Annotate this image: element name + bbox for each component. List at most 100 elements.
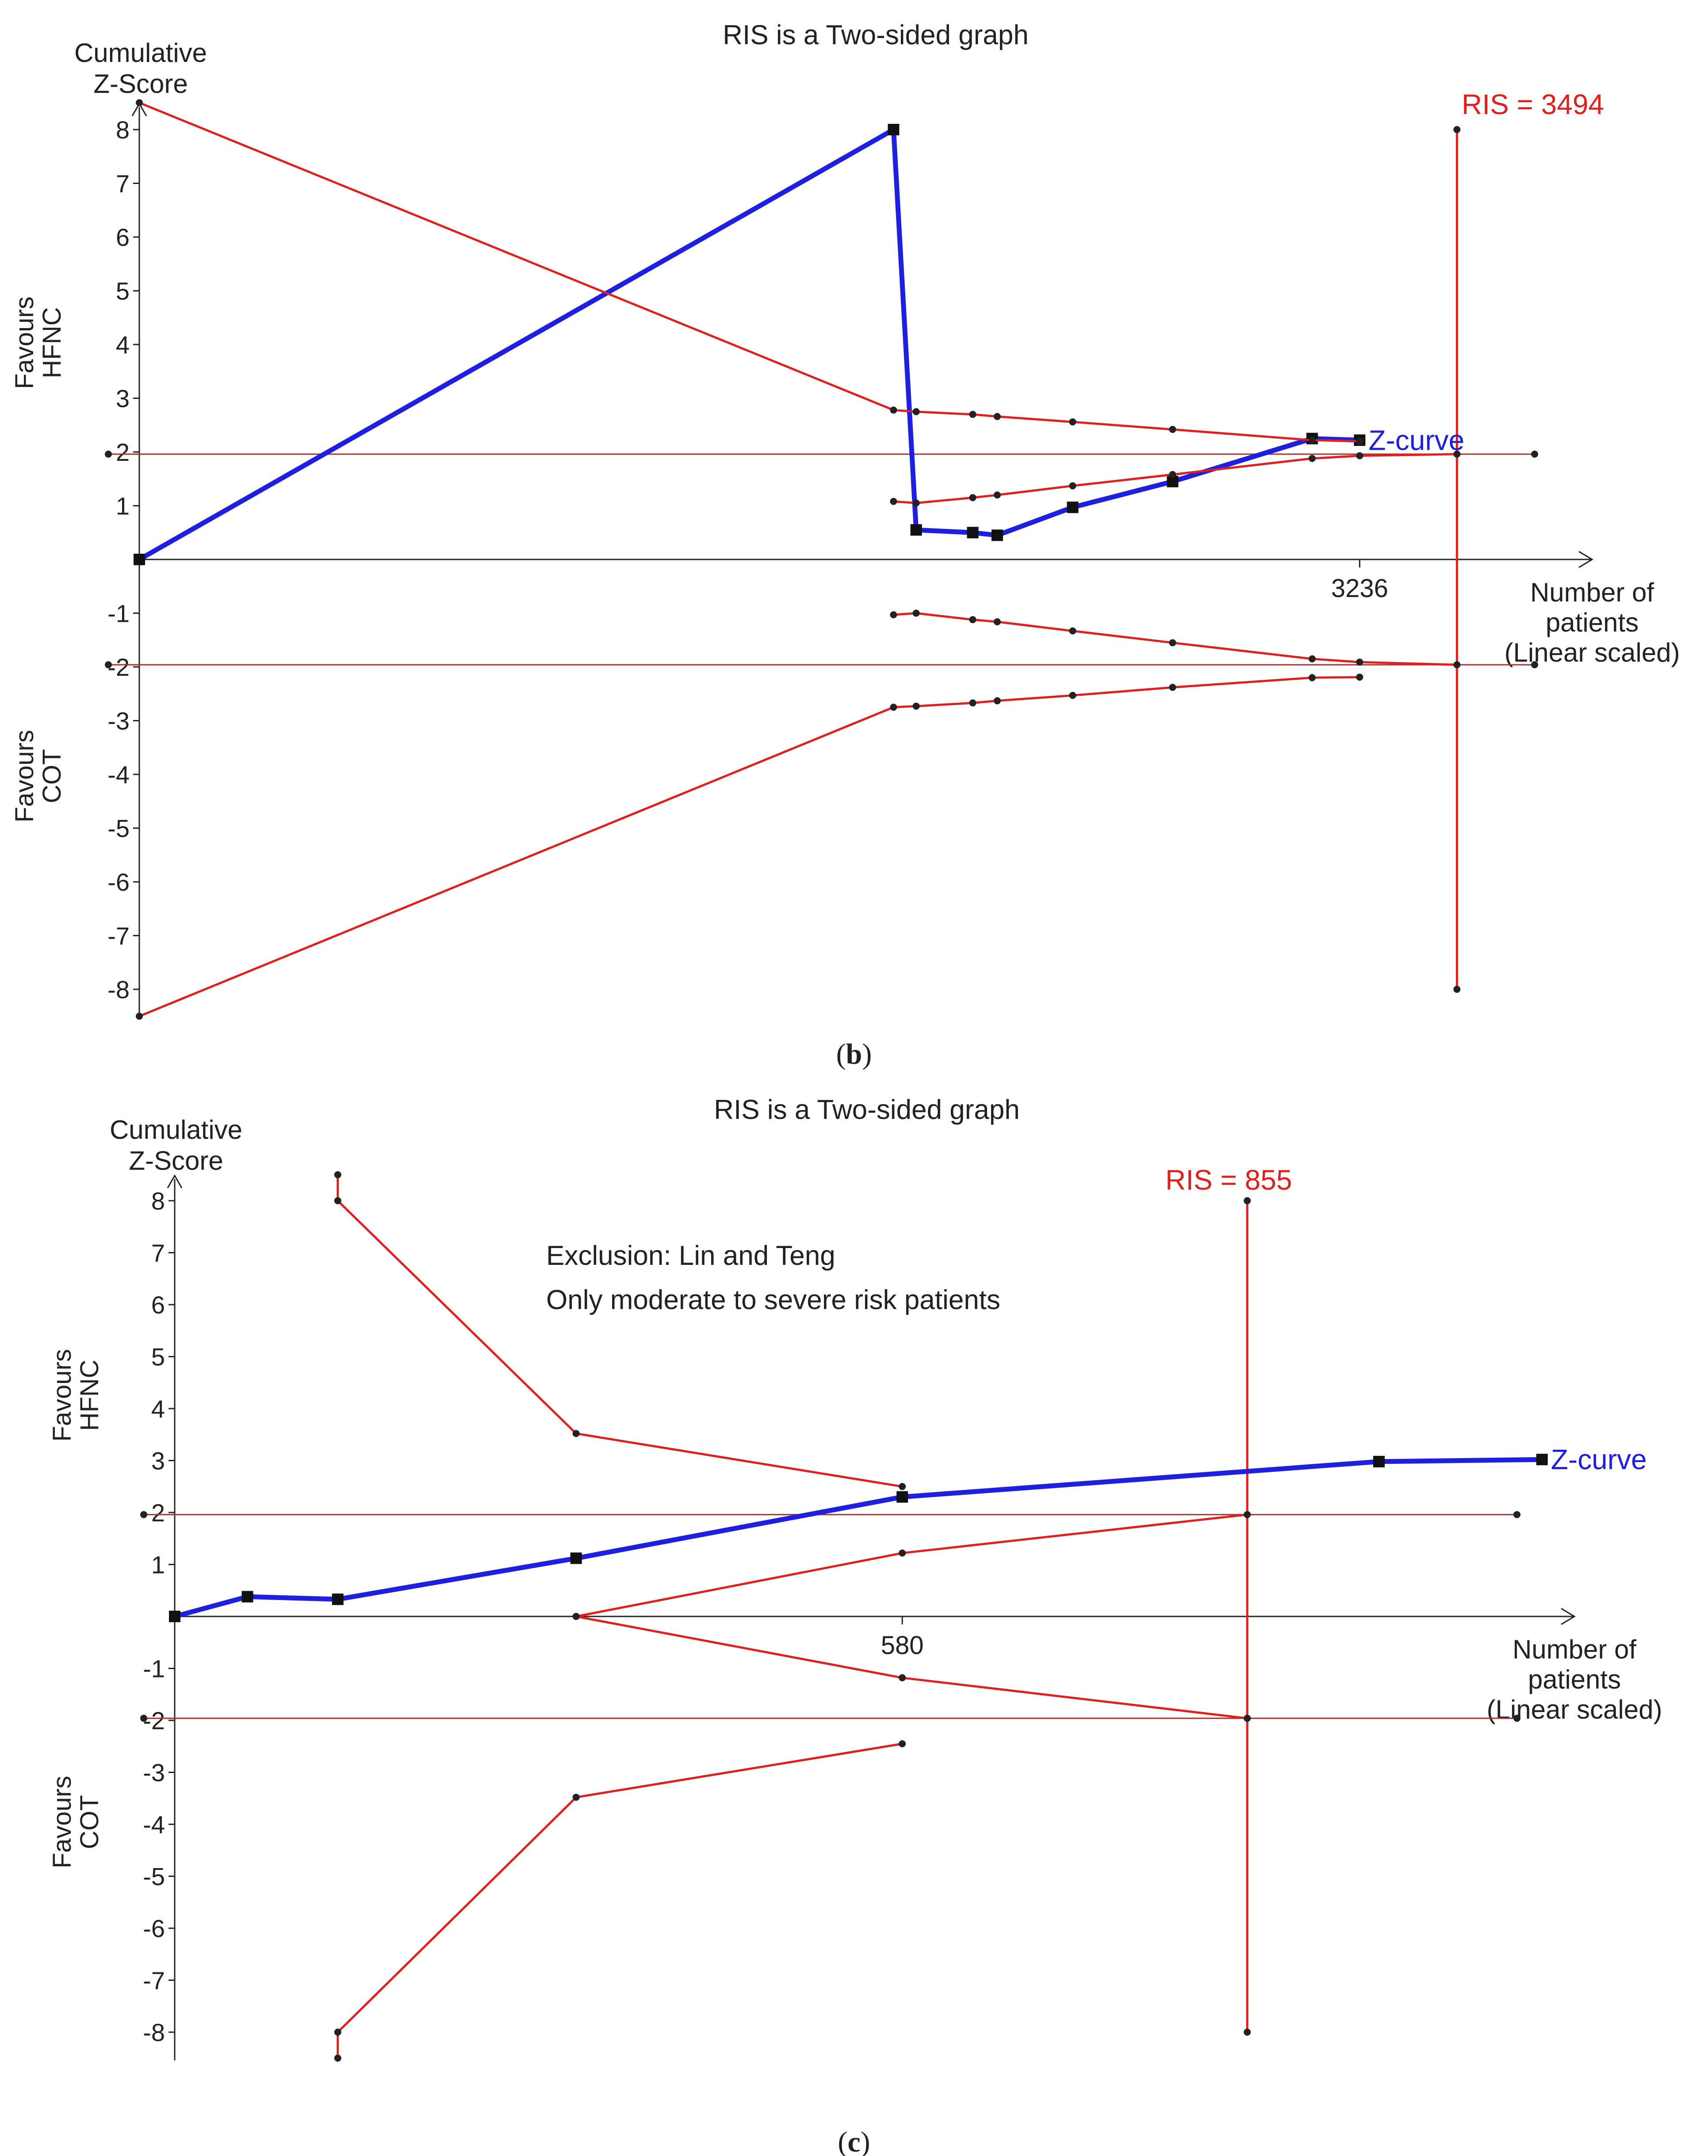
boundary-point <box>993 491 1001 499</box>
lower-side-label-line: Favours <box>10 730 39 823</box>
boundary-point <box>890 406 897 414</box>
lower-side-label-line: COT <box>38 749 66 803</box>
z-curve-point <box>888 124 900 135</box>
boundary-point <box>572 1793 580 1801</box>
boundary-point <box>1169 684 1176 691</box>
boundary-point <box>136 99 143 107</box>
y-tick-label: -2 <box>143 1707 165 1735</box>
y-axis-label: Cumulative <box>74 38 207 68</box>
y-tick-label: 1 <box>151 1551 165 1579</box>
y-tick-label: 2 <box>151 1499 165 1527</box>
boundary-point <box>969 699 977 707</box>
boundary-point <box>1069 692 1076 699</box>
x-axis-label: (Linear scaled) <box>1487 1695 1662 1724</box>
z-curve-point <box>910 524 922 536</box>
boundary-point <box>1453 661 1461 669</box>
boundary-point <box>334 2054 341 2062</box>
x-tick-label: 580 <box>881 1631 924 1660</box>
x-axis-label: (Linear scaled) <box>1505 638 1680 667</box>
boundary-point <box>912 702 920 710</box>
y-tick-label: -7 <box>107 922 130 950</box>
ris-label: RIS = 855 <box>1165 1164 1292 1196</box>
boundary-point <box>890 498 897 505</box>
boundary-point <box>1308 437 1316 444</box>
y-tick-label: 4 <box>151 1395 165 1423</box>
chart-title: RIS is a Two-sided graph <box>723 20 1029 50</box>
y-tick-label: -3 <box>143 1759 165 1787</box>
y-tick-label: -7 <box>143 1967 165 1995</box>
z-curve-point <box>1067 502 1079 513</box>
boundary-point <box>890 611 897 619</box>
y-tick-label: -2 <box>107 653 130 681</box>
boundary-point <box>993 618 1001 625</box>
boundary-point <box>899 1549 906 1557</box>
boundary-line <box>139 676 1360 1018</box>
y-tick-label: -5 <box>107 815 130 842</box>
z-curve-line <box>138 127 1360 562</box>
z-curve-point <box>1536 1454 1548 1466</box>
boundary-point <box>1531 661 1538 669</box>
boundary-point <box>334 1197 341 1204</box>
y-tick-label: -8 <box>143 2018 165 2046</box>
boundary-point <box>1356 674 1363 681</box>
boundary-point <box>105 450 112 458</box>
boundary-point <box>1308 655 1316 663</box>
y-tick-label: -3 <box>107 707 130 735</box>
boundary-point <box>1453 450 1461 458</box>
y-tick-label: -8 <box>107 976 130 1003</box>
x-axis-label: Number of <box>1513 1635 1636 1664</box>
y-tick-label: 5 <box>116 277 130 305</box>
y-tick-label: 7 <box>151 1239 165 1267</box>
boundary-point <box>105 661 112 669</box>
lower-side-label-line: COT <box>75 1795 104 1849</box>
y-tick-label: 1 <box>116 492 130 520</box>
z-curve-point <box>570 1552 582 1564</box>
y-axis-arrow <box>167 1174 183 1188</box>
lower-side-label-line: Favours <box>48 1776 77 1869</box>
boundary-point <box>1513 1715 1520 1722</box>
boundary-line <box>337 1175 903 1488</box>
boundary-point <box>572 1430 580 1437</box>
boundary-line <box>337 1742 903 2058</box>
panel-caption: (c) <box>838 2126 870 2156</box>
boundary-point <box>1244 1715 1251 1722</box>
z-curve-point <box>169 1611 180 1622</box>
panel-letter: c <box>847 2126 860 2156</box>
boundary-point <box>969 616 977 624</box>
x-tick-label: 3236 <box>1331 574 1388 603</box>
boundary-line <box>139 101 1360 443</box>
x-axis-arrow <box>1561 1608 1576 1625</box>
ris-endpoint <box>1244 1197 1251 1204</box>
boundary-point <box>140 1511 147 1518</box>
boundary-point <box>334 1171 341 1179</box>
y-tick-label: -4 <box>143 1811 165 1838</box>
z-curve-point <box>991 529 1003 541</box>
boundary-point <box>912 499 920 507</box>
panel-letter: b <box>846 1038 862 1070</box>
y-tick-label: 6 <box>151 1291 165 1319</box>
boundary-point <box>1069 482 1076 490</box>
upper-side-label-line: Favours <box>48 1349 77 1442</box>
boundary-point <box>912 408 920 415</box>
upper-side-label-line: HFNC <box>75 1359 104 1431</box>
boundary-point <box>572 1613 580 1620</box>
boundary-line <box>576 1513 1248 1618</box>
boundary-point <box>136 1012 143 1020</box>
y-tick-label: 3 <box>116 385 130 413</box>
y-tick-label: 7 <box>116 170 130 198</box>
boundary-point <box>1308 674 1316 682</box>
y-tick-label: 8 <box>116 116 130 144</box>
y-tick-label: -6 <box>107 868 130 896</box>
z-curve-label: Z-curve <box>1551 1444 1647 1475</box>
z-curve-line <box>174 1457 1542 1619</box>
z-curve-point <box>896 1491 908 1503</box>
boundary-point <box>899 1674 906 1681</box>
ris-endpoint <box>1453 986 1461 993</box>
y-tick-label: -5 <box>143 1863 165 1891</box>
boundary-point <box>993 413 1001 420</box>
x-axis-label: patients <box>1528 1665 1621 1694</box>
upper-side-label-line: HFNC <box>38 307 66 378</box>
